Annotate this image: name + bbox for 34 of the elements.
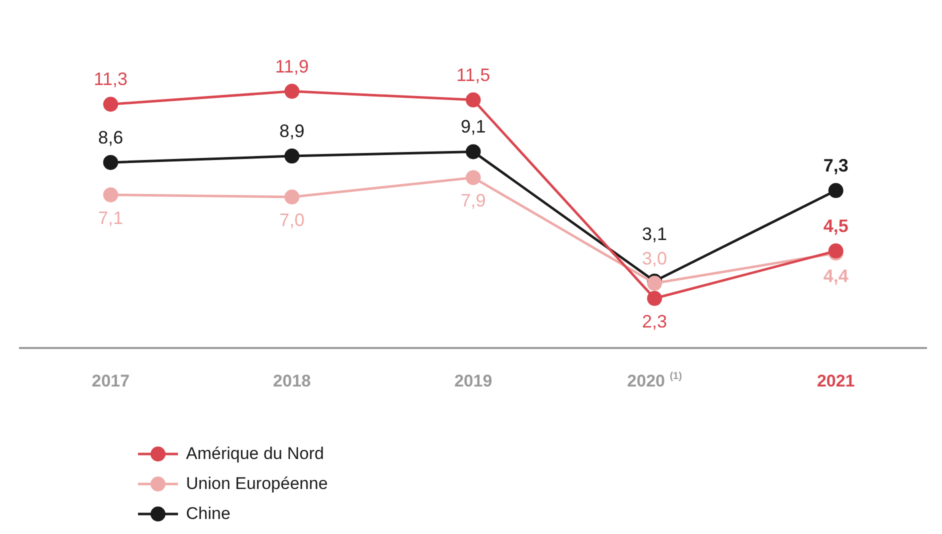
- data-label: 8,6: [98, 127, 124, 148]
- point: [466, 170, 481, 186]
- x-tick-label: 2020 (1): [627, 370, 682, 391]
- point: [284, 148, 300, 164]
- data-label: 7,1: [98, 208, 124, 228]
- x-tick-label: 2019: [454, 372, 492, 391]
- data-label: 9,1: [460, 116, 486, 137]
- data-label: 3,0: [642, 248, 668, 268]
- data-label: 11,3: [94, 69, 128, 90]
- legend-label: Union Européenne: [186, 474, 328, 494]
- data-label: 11,9: [275, 56, 309, 76]
- point: [647, 290, 662, 306]
- point: [284, 84, 300, 99]
- data-label: 11,5: [456, 64, 490, 85]
- data-label: 3,1: [642, 224, 668, 244]
- legend-label: Amérique du Nord: [186, 444, 324, 464]
- point: [466, 144, 481, 160]
- point: [103, 96, 118, 112]
- point: [284, 190, 300, 204]
- point: [103, 187, 118, 202]
- data-label: 2,3: [642, 311, 668, 332]
- data-label: 7,0: [279, 210, 304, 230]
- point: [466, 92, 481, 108]
- point: [828, 183, 844, 198]
- x-tick-label: 2018: [273, 372, 311, 391]
- data-label: 4,4: [823, 266, 848, 286]
- data-label: 7,9: [460, 190, 486, 211]
- data-label: 7,3: [823, 155, 848, 176]
- legend-label: Chine: [186, 504, 230, 524]
- point: [103, 154, 118, 170]
- data-label: 8,9: [279, 120, 304, 141]
- x-tick-label: 2021: [816, 372, 855, 391]
- x-tick-label: 2017: [92, 372, 130, 391]
- data-label: 4,5: [823, 216, 848, 236]
